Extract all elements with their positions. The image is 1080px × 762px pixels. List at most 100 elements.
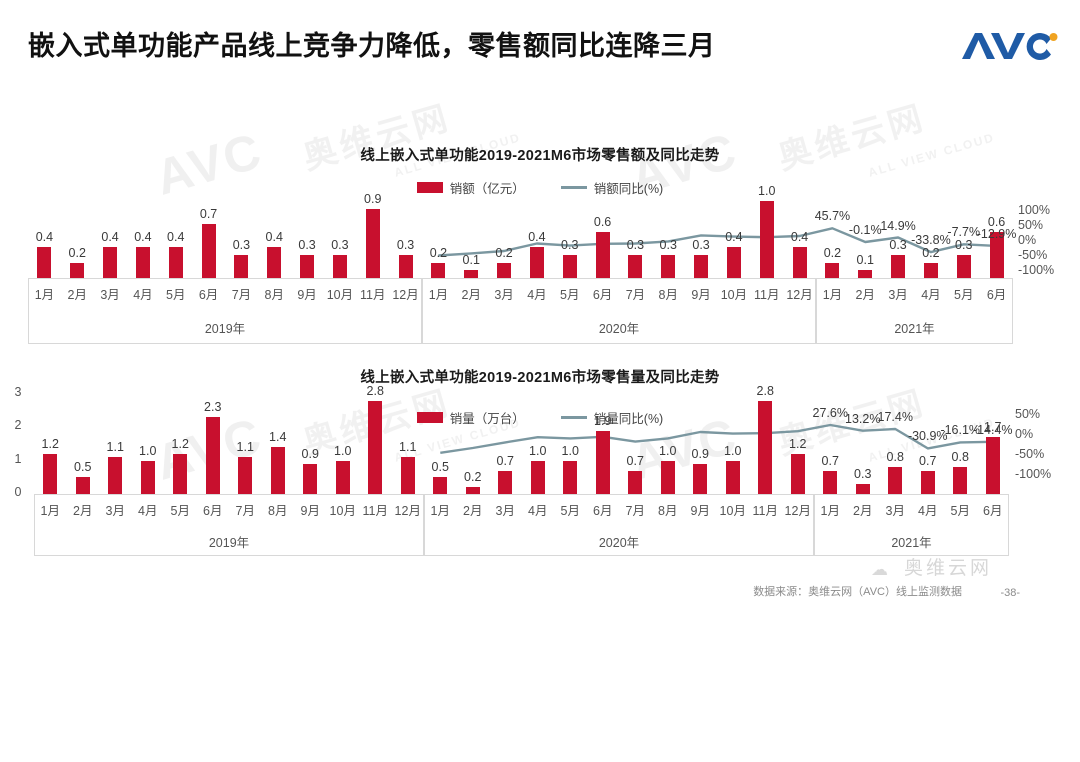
month-axis-label: 3月 [888, 288, 908, 302]
month-axis-label: 9月 [297, 288, 317, 302]
bar-value-label: 0.3 [331, 237, 349, 252]
bar [660, 460, 675, 494]
category-axis-box [424, 494, 814, 556]
bar-value-label: 0.3 [889, 237, 907, 252]
bar-value-label: 0.4 [35, 230, 54, 245]
bar [985, 437, 1000, 494]
bar-value-label: 0.4 [528, 230, 546, 245]
bar-value-label: 0.7 [626, 453, 644, 468]
bar-value-label: 0.9 [691, 447, 709, 461]
bar [238, 457, 253, 494]
bar-value-label: 1.2 [171, 437, 189, 451]
month-axis-label: 6月 [983, 504, 1003, 518]
bar-value-label: 0.7 [919, 453, 937, 468]
bar [173, 454, 188, 494]
yoy-line-series [440, 423, 993, 454]
bar-value-label: 1.0 [334, 443, 352, 458]
bar-value-label: 0.2 [68, 245, 86, 260]
data-source-note: 数据来源：奥维云网（AVC）线上监测数据 [753, 586, 962, 598]
bar [858, 270, 873, 278]
slide-title: 嵌入式单功能产品线上竞争力降低，零售额同比连降三月 [28, 31, 716, 61]
bar-value-label: 0.3 [232, 237, 251, 252]
month-axis-label: 12月 [786, 288, 813, 302]
y-axis-tick-left: 1 [14, 451, 22, 466]
legend-item-bar-value: 销额（亿元） [416, 178, 525, 197]
legend-line-swatch-icon [560, 186, 587, 189]
bar [792, 247, 807, 278]
bar-value-label: 1.1 [399, 440, 417, 455]
bar-value-label: 2.8 [366, 383, 384, 398]
month-axis-label: 6月 [986, 288, 1007, 302]
month-axis-label: 11月 [362, 504, 388, 518]
bar-value-label: 1.1 [236, 440, 254, 455]
bar [628, 470, 643, 494]
bar-value-label: 0.3 [626, 237, 645, 252]
bar-value-label: 0.3 [561, 237, 579, 252]
month-axis-label: 12月 [784, 504, 811, 518]
chart-plot-retail-volume: 3 2 1 0 50% 0% -50% -100% 2019年 1.2 1月 0.5 2月 1.1 3月 1.… [0, 362, 1080, 562]
bar [108, 457, 123, 494]
footer-watermark: 奥维云网 [903, 558, 992, 579]
year-axis-label: 2019年 [208, 536, 250, 550]
bar-value-label: 1.0 [758, 184, 776, 199]
legend-bar-swatch-icon [416, 182, 443, 193]
bar [103, 247, 118, 278]
y-axis-tick-left: 0 [14, 485, 22, 499]
month-axis-label: 3月 [105, 504, 125, 518]
month-axis-label: 5月 [166, 288, 186, 302]
legend-item-line-value: 销额同比(%) [560, 178, 663, 197]
month-axis-label: 5月 [950, 504, 970, 518]
legend-label-bar-value: 销额（亿元） [449, 182, 525, 196]
bar-value-label: 0.3 [854, 467, 872, 481]
bar-value-label: 1.0 [139, 443, 157, 458]
bar [956, 254, 971, 278]
yoy-value-label: -33.8% [911, 233, 951, 248]
bar [920, 470, 935, 494]
bar-value-label: 0.2 [823, 245, 842, 260]
yoy-value-label: -30.9% [907, 429, 948, 444]
bar-value-label: 0.7 [821, 453, 839, 468]
bar [823, 470, 838, 494]
chart-legend-retail-volume: 销量（万台） 销量同比(%) [0, 408, 1080, 427]
bar [75, 477, 90, 494]
month-axis-label: 8月 [264, 288, 284, 302]
bar [267, 247, 282, 278]
bar-value-label: 0.5 [74, 460, 92, 475]
bar [201, 224, 216, 278]
month-axis-label: 4月 [133, 288, 153, 302]
legend-bar-swatch-icon [416, 412, 443, 423]
bar [300, 254, 315, 278]
month-axis-label: 9月 [690, 504, 710, 518]
chart-title-retail-value: 线上嵌入式单功能2019-2021M6市场零售额及同比走势 [360, 148, 720, 164]
bar-value-label: 0.3 [955, 237, 973, 252]
category-axis-box [28, 278, 422, 344]
bar-value-label: 2.3 [204, 400, 222, 415]
bar-value-label: 0.9 [301, 447, 319, 461]
bar [562, 254, 577, 278]
bar-value-label: 1.2 [41, 437, 59, 451]
year-axis-label: 2020年 [598, 322, 640, 336]
month-axis-label: 5月 [560, 288, 580, 302]
bar-value-label: 0.4 [167, 230, 185, 245]
month-axis-label: 1月 [34, 288, 55, 302]
yoy-value-label: 17.4% [877, 410, 913, 425]
bar [70, 262, 85, 278]
bar-value-label: 1.0 [561, 443, 579, 458]
bar [335, 460, 350, 494]
yoy-line [440, 423, 993, 454]
bar-value-label: 0.6 [987, 214, 1006, 229]
month-axis-label: 6月 [592, 288, 613, 302]
yoy-value-label: -14.4% [972, 422, 1013, 437]
bar [205, 417, 220, 494]
y-axis-tick-right: 100% [1018, 203, 1050, 217]
year-axis-label: 2020年 [598, 536, 640, 550]
bar-value-label: 1.1 [106, 440, 124, 455]
yoy-value-label: 13.2% [845, 411, 881, 426]
month-axis-label: 10月 [719, 504, 746, 518]
bar-value-label: 0.5 [431, 460, 449, 475]
month-axis-label: 8月 [658, 504, 678, 518]
month-axis-label: 4月 [918, 504, 938, 518]
bar-value-label: 0.2 [922, 245, 940, 260]
y-axis-tick-left: 3 [14, 385, 22, 399]
bar-value-label: 0.7 [199, 207, 218, 222]
